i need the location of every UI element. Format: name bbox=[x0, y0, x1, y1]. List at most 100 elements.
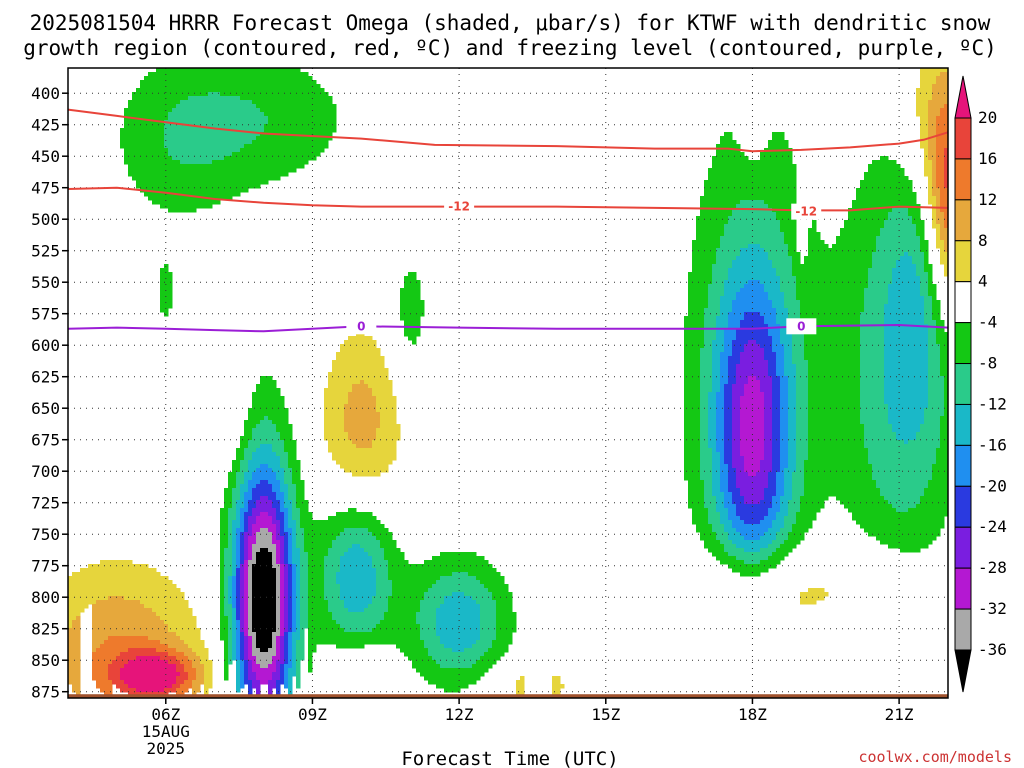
omega-cell bbox=[328, 548, 333, 613]
omega-cell bbox=[840, 228, 845, 505]
colorbar-label: 16 bbox=[978, 149, 997, 168]
omega-cell bbox=[248, 560, 253, 637]
omega-cell bbox=[244, 636, 249, 661]
omega-cell bbox=[304, 500, 309, 553]
omega-cell bbox=[764, 360, 769, 489]
omega-cell bbox=[260, 68, 265, 113]
omega-cell bbox=[772, 308, 777, 353]
omega-cell bbox=[76, 616, 81, 697]
omega-cell bbox=[464, 648, 469, 669]
omega-cell bbox=[748, 552, 753, 565]
omega-cell bbox=[872, 160, 877, 253]
omega-cell bbox=[748, 564, 753, 577]
omega-cell bbox=[724, 552, 729, 565]
omega-cell bbox=[768, 508, 773, 529]
omega-cell bbox=[780, 232, 785, 293]
omega-cell bbox=[796, 252, 801, 301]
omega-cell bbox=[108, 680, 113, 697]
omega-cell bbox=[796, 512, 801, 545]
omega-cell bbox=[804, 460, 809, 533]
omega-cell bbox=[852, 200, 857, 521]
omega-cell bbox=[472, 576, 477, 601]
omega-cell bbox=[940, 68, 945, 73]
omega-cell bbox=[116, 596, 121, 637]
omega-cell bbox=[884, 500, 889, 545]
omega-cell bbox=[736, 204, 741, 257]
omega-cell bbox=[724, 532, 729, 553]
omega-cell bbox=[928, 296, 933, 481]
omega-cell bbox=[780, 528, 785, 545]
omega-cell bbox=[908, 216, 913, 257]
omega-cell bbox=[160, 68, 165, 209]
omega-cell bbox=[228, 96, 233, 157]
omega-cell bbox=[932, 320, 937, 465]
omega-cell bbox=[424, 592, 429, 649]
omega-cell bbox=[288, 564, 293, 633]
omega-cell bbox=[112, 560, 117, 597]
omega-cell bbox=[784, 516, 789, 541]
omega-cell bbox=[732, 528, 737, 545]
omega-cell bbox=[332, 360, 337, 461]
omega-cell bbox=[244, 472, 249, 493]
omega-cell bbox=[772, 212, 777, 269]
omega-cell bbox=[244, 420, 249, 449]
omega-cell bbox=[772, 540, 777, 553]
omega-cell bbox=[160, 660, 165, 693]
omega-cell bbox=[376, 428, 381, 477]
omega-cell bbox=[92, 564, 97, 605]
x-tick-label: 21Z bbox=[885, 705, 914, 724]
omega-cell bbox=[412, 272, 417, 345]
omega-cell bbox=[272, 68, 277, 181]
omega-cell bbox=[352, 632, 357, 649]
omega-cell bbox=[120, 680, 125, 693]
omega-cell bbox=[756, 344, 761, 381]
omega-cell bbox=[320, 520, 325, 645]
omega-cell bbox=[128, 560, 133, 601]
colorbar-swatch bbox=[954, 240, 972, 283]
omega-cell bbox=[404, 560, 409, 657]
colorbar-swatch bbox=[954, 567, 972, 610]
omega-cell bbox=[260, 512, 265, 529]
omega-cell bbox=[272, 568, 277, 633]
omega-cell bbox=[128, 600, 133, 637]
omega-cell bbox=[744, 564, 749, 577]
y-tick-label: 700 bbox=[31, 462, 60, 481]
omega-cell bbox=[144, 656, 149, 693]
colorbar-swatch bbox=[954, 403, 972, 446]
omega-cell bbox=[488, 564, 493, 593]
omega-cell bbox=[260, 496, 265, 513]
omega-cell bbox=[340, 628, 345, 649]
omega-cell bbox=[776, 220, 781, 277]
omega-cell bbox=[712, 264, 717, 341]
omega-cell bbox=[336, 536, 341, 573]
omega-cell bbox=[264, 68, 269, 117]
omega-cell bbox=[708, 524, 713, 553]
omega-cell bbox=[164, 68, 169, 121]
omega-cell bbox=[856, 188, 861, 525]
omega-cell bbox=[256, 500, 261, 517]
omega-cell bbox=[244, 100, 249, 145]
omega-cell bbox=[120, 596, 125, 637]
omega-cell bbox=[148, 656, 153, 693]
omega-cell bbox=[880, 496, 885, 545]
omega-cell bbox=[736, 532, 741, 549]
omega-cell bbox=[888, 504, 893, 549]
omega-cell bbox=[804, 360, 809, 461]
omega-cell bbox=[432, 584, 437, 661]
omega-cell bbox=[388, 532, 393, 581]
omega-cell bbox=[864, 288, 869, 449]
omega-cell bbox=[716, 452, 721, 513]
omega-cell bbox=[180, 100, 185, 165]
omega-cell bbox=[292, 564, 297, 633]
omega-cell bbox=[768, 472, 773, 509]
omega-cell bbox=[280, 536, 285, 565]
omega-cell bbox=[232, 608, 237, 661]
omega-cell bbox=[252, 544, 257, 565]
omega-cell bbox=[268, 376, 273, 421]
omega-cell bbox=[740, 200, 745, 249]
omega-cell bbox=[716, 512, 721, 541]
omega-cell bbox=[752, 552, 757, 565]
omega-cell bbox=[936, 448, 941, 537]
omega-cell bbox=[232, 68, 237, 97]
omega-cell bbox=[232, 520, 237, 577]
